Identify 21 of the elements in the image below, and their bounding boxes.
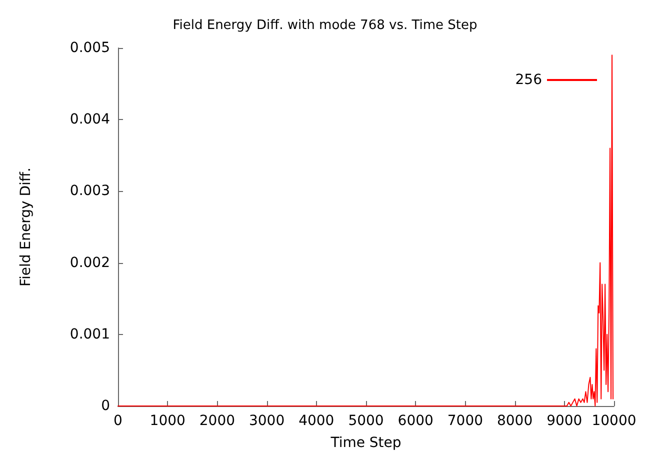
- x-tick-label: 7000: [447, 413, 484, 429]
- y-axis-title: Field Energy Diff.: [18, 168, 34, 286]
- chart-title: Field Energy Diff. with mode 768 vs. Time Step: [172, 18, 478, 33]
- x-tick-label: 0: [114, 413, 122, 429]
- y-tick-label: 0: [101, 398, 110, 414]
- x-axis-title: Time Step: [330, 435, 402, 451]
- legend-label: 256: [515, 72, 542, 88]
- x-tick-label: 3000: [248, 413, 285, 429]
- y-tick-label: 0.005: [70, 40, 110, 56]
- x-tick-label: 2000: [199, 413, 236, 429]
- x-tick-label: 1000: [150, 413, 186, 429]
- x-tick-label: 10000: [592, 413, 636, 429]
- y-tick-label: 0.002: [70, 254, 110, 271]
- x-tick-label: 6000: [398, 413, 434, 429]
- y-tick-label: 0.001: [70, 326, 110, 342]
- x-tick-label: 5000: [348, 413, 384, 429]
- y-tick-label: 0.003: [70, 183, 110, 200]
- x-tick-label: 8000: [496, 413, 533, 429]
- x-tick-label: 9000: [546, 413, 582, 429]
- y-tick-label: 0.004: [70, 112, 110, 128]
- x-tick-label: 4000: [298, 413, 334, 429]
